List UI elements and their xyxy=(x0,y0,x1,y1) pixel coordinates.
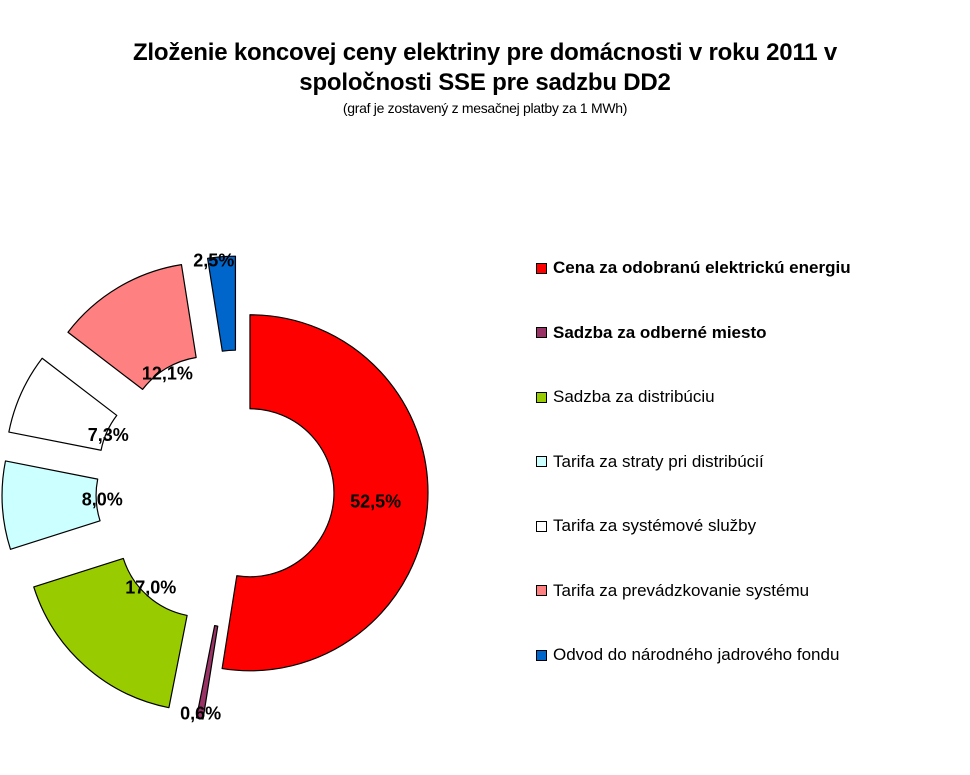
legend-item-7: Odvod do národného jadrového fondu xyxy=(536,643,839,667)
slice-label-4: 8,0% xyxy=(82,490,123,510)
legend-item-6: Tarifa za prevádzkovanie systému xyxy=(536,579,809,603)
legend-label: Cena za odobranú elektrickú energiu xyxy=(553,258,851,277)
slice-label-5: 7,3% xyxy=(88,425,129,445)
chart-title: Zloženie koncovej ceny elektriny pre dom… xyxy=(132,39,838,96)
chart-header: Zloženie koncovej ceny elektriny pre dom… xyxy=(0,38,970,116)
legend-swatch xyxy=(536,262,547,274)
legend-swatch xyxy=(536,456,547,467)
slice-label-7: 2,5% xyxy=(193,251,234,271)
legend-label: Tarifa za prevádzkovanie systému xyxy=(553,580,810,600)
slice-label-3: 17,0% xyxy=(125,577,176,597)
legend-item-3: Sadzba za distribúciu xyxy=(536,385,715,409)
legend-label: Odvod do národného jadrového fondu xyxy=(553,645,840,664)
legend-item-4: Tarifa za straty pri distribúcií xyxy=(536,450,764,474)
legend-item-2: Sadzba za odberné miesto xyxy=(536,321,767,345)
legend-label: Sadzba za odberné miesto xyxy=(553,322,767,342)
slice-2 xyxy=(195,625,219,720)
slice-7 xyxy=(207,255,237,352)
chart-subtitle: (graf je zostavený z mesačnej platby za … xyxy=(342,100,628,116)
slice-4 xyxy=(1,460,101,550)
slice-5 xyxy=(8,357,118,451)
slice-1 xyxy=(221,314,429,672)
legend-label: Tarifa za straty pri distribúcií xyxy=(553,451,764,471)
legend-item-5: Tarifa za systémové služby xyxy=(536,514,756,538)
legend-swatch xyxy=(536,585,547,596)
legend-item-1: Cena za odobranú elektrickú energiu xyxy=(536,256,851,280)
slice-label-2: 0,6% xyxy=(180,704,221,724)
legend-swatch xyxy=(536,327,547,338)
legend-swatch xyxy=(536,649,547,661)
slice-label-6: 12,1% xyxy=(142,363,193,383)
slice-3 xyxy=(33,557,188,709)
legend-label: Tarifa za systémové služby xyxy=(553,516,757,535)
legend-label: Sadzba za distribúciu xyxy=(553,387,715,406)
legend-swatch xyxy=(536,520,547,532)
slice-6 xyxy=(67,264,197,390)
legend-swatch xyxy=(536,391,547,403)
slice-label-1: 52,5% xyxy=(350,491,401,511)
